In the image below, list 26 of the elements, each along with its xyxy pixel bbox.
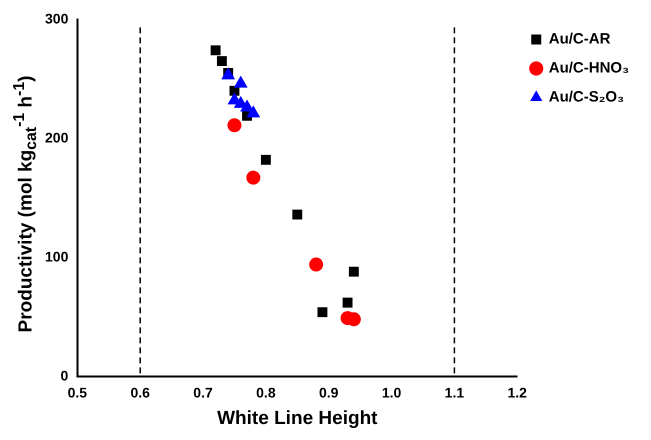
y-tick-label: 300 [45, 10, 69, 26]
y-tick-label: 100 [45, 248, 69, 264]
point [292, 210, 302, 220]
legend-label: Au/C-HNO₃ [548, 60, 630, 77]
legend-label: Au/C-S₂O₃ [548, 88, 624, 106]
x-tick-label: 0.9 [318, 384, 339, 401]
x-tick-label: 1.0 [382, 384, 402, 401]
point [342, 298, 353, 308]
point [309, 258, 324, 272]
point [317, 307, 328, 318]
point [210, 45, 221, 56]
x-tick-label: 1.1 [444, 384, 464, 401]
point [246, 170, 260, 185]
y-tick-label: 200 [45, 129, 69, 146]
x-axis-title: White Line Height [217, 408, 378, 429]
x-tick-label: 0.8 [256, 384, 276, 401]
point [348, 266, 359, 277]
legend-label: Au/C-AR [548, 30, 611, 48]
point [260, 154, 271, 165]
y-tick-label: 0 [60, 367, 69, 384]
x-tick-label: 1.2 [508, 384, 528, 401]
x-tick-label: 0.7 [193, 384, 213, 401]
point [227, 118, 242, 132]
point [216, 56, 227, 66]
x-tick-label: 0.6 [130, 384, 150, 401]
x-tick-label: 0.5 [68, 384, 88, 401]
